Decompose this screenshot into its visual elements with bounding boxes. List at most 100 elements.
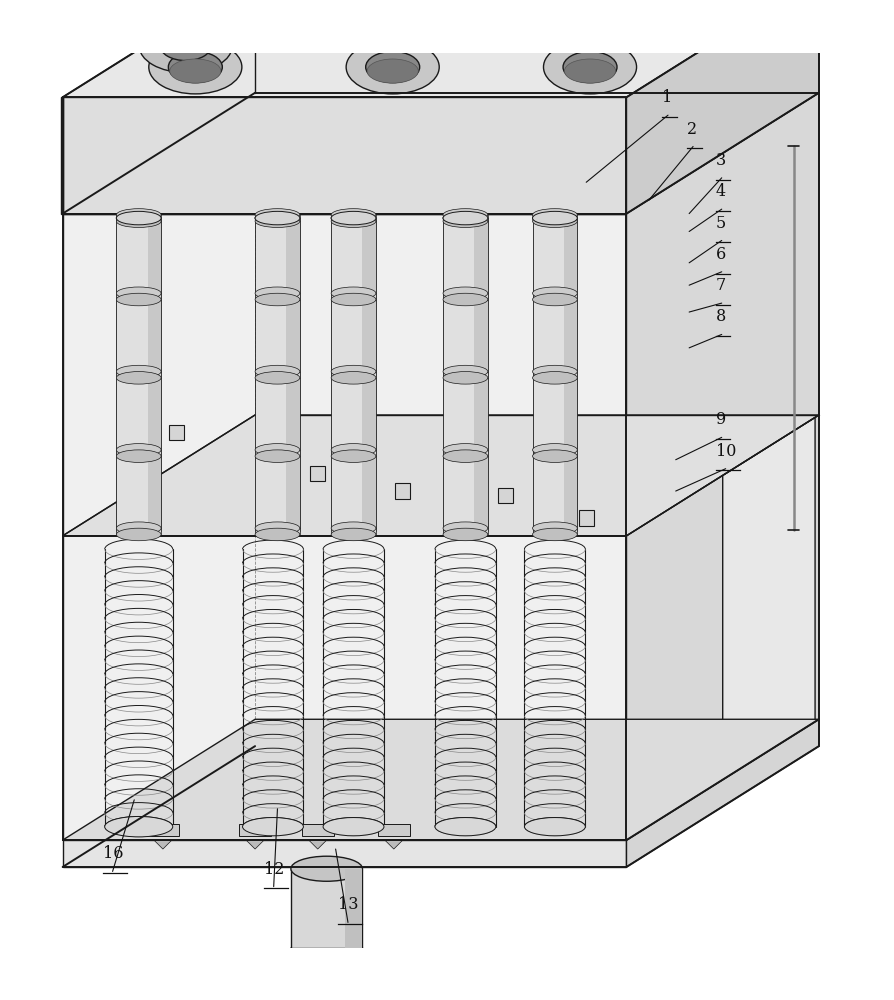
- Ellipse shape: [434, 818, 495, 836]
- Ellipse shape: [346, 40, 439, 94]
- Ellipse shape: [255, 372, 299, 384]
- Ellipse shape: [291, 856, 362, 881]
- Polygon shape: [331, 215, 375, 221]
- Polygon shape: [331, 218, 375, 531]
- Polygon shape: [63, 840, 626, 867]
- Polygon shape: [443, 372, 487, 378]
- Text: 16: 16: [103, 845, 123, 862]
- Ellipse shape: [255, 211, 299, 225]
- Polygon shape: [255, 293, 299, 300]
- Polygon shape: [497, 488, 512, 503]
- Ellipse shape: [433, 0, 525, 40]
- Ellipse shape: [629, 0, 722, 40]
- Ellipse shape: [116, 522, 161, 534]
- Text: 8: 8: [715, 308, 725, 325]
- Polygon shape: [255, 372, 299, 378]
- Polygon shape: [331, 528, 375, 534]
- Ellipse shape: [168, 51, 222, 83]
- Ellipse shape: [443, 211, 487, 225]
- Polygon shape: [626, 719, 818, 867]
- Polygon shape: [474, 218, 487, 531]
- Polygon shape: [291, 869, 362, 947]
- Ellipse shape: [532, 209, 577, 221]
- Ellipse shape: [255, 365, 299, 378]
- Ellipse shape: [255, 293, 299, 306]
- Polygon shape: [116, 528, 161, 534]
- Ellipse shape: [443, 522, 487, 534]
- Ellipse shape: [650, 5, 702, 29]
- Ellipse shape: [451, 0, 506, 28]
- Ellipse shape: [116, 365, 161, 378]
- Ellipse shape: [443, 444, 487, 456]
- Text: 5: 5: [715, 215, 725, 232]
- Ellipse shape: [331, 444, 375, 456]
- Ellipse shape: [255, 522, 299, 534]
- Polygon shape: [255, 215, 299, 221]
- Ellipse shape: [331, 209, 375, 221]
- Ellipse shape: [532, 522, 577, 534]
- Ellipse shape: [255, 0, 308, 28]
- Text: 3: 3: [715, 152, 725, 169]
- Ellipse shape: [532, 444, 577, 456]
- Polygon shape: [308, 840, 326, 849]
- Ellipse shape: [532, 528, 577, 541]
- Ellipse shape: [562, 51, 616, 83]
- Polygon shape: [61, 97, 63, 214]
- Ellipse shape: [453, 5, 504, 29]
- Ellipse shape: [256, 5, 308, 29]
- Ellipse shape: [331, 372, 375, 384]
- Ellipse shape: [331, 528, 375, 541]
- Ellipse shape: [116, 287, 161, 300]
- Ellipse shape: [532, 211, 577, 225]
- Ellipse shape: [443, 215, 487, 227]
- Ellipse shape: [170, 59, 221, 83]
- Polygon shape: [384, 840, 402, 849]
- Text: 6: 6: [715, 246, 725, 263]
- Ellipse shape: [116, 372, 161, 384]
- Text: 4: 4: [715, 183, 725, 200]
- Text: 10: 10: [715, 443, 736, 460]
- Ellipse shape: [443, 528, 487, 541]
- Polygon shape: [626, 0, 818, 214]
- Polygon shape: [532, 215, 577, 221]
- Polygon shape: [578, 510, 594, 526]
- Polygon shape: [63, 415, 818, 536]
- Polygon shape: [362, 218, 375, 531]
- Ellipse shape: [255, 209, 299, 221]
- Ellipse shape: [331, 365, 375, 378]
- Polygon shape: [246, 840, 264, 849]
- Polygon shape: [116, 293, 161, 300]
- Ellipse shape: [331, 211, 375, 225]
- Polygon shape: [63, 97, 626, 214]
- Ellipse shape: [116, 211, 161, 225]
- Ellipse shape: [160, 31, 211, 61]
- Ellipse shape: [331, 211, 375, 225]
- Ellipse shape: [323, 818, 384, 836]
- Polygon shape: [309, 466, 325, 481]
- Polygon shape: [154, 840, 172, 849]
- Polygon shape: [563, 218, 577, 531]
- Polygon shape: [331, 293, 375, 300]
- Ellipse shape: [255, 528, 299, 541]
- Polygon shape: [63, 214, 626, 840]
- Ellipse shape: [443, 450, 487, 462]
- Polygon shape: [116, 372, 161, 378]
- Polygon shape: [532, 528, 577, 534]
- Polygon shape: [331, 450, 375, 456]
- Polygon shape: [148, 218, 161, 531]
- Polygon shape: [377, 824, 409, 836]
- Ellipse shape: [148, 40, 241, 94]
- Polygon shape: [63, 719, 818, 840]
- Ellipse shape: [255, 211, 299, 225]
- Polygon shape: [286, 218, 299, 531]
- Ellipse shape: [532, 211, 577, 225]
- Ellipse shape: [524, 818, 585, 836]
- Polygon shape: [331, 372, 375, 378]
- Polygon shape: [443, 293, 487, 300]
- Ellipse shape: [116, 444, 161, 456]
- Ellipse shape: [532, 293, 577, 306]
- Ellipse shape: [116, 209, 161, 221]
- Ellipse shape: [532, 287, 577, 300]
- Polygon shape: [532, 293, 577, 300]
- Ellipse shape: [564, 59, 615, 83]
